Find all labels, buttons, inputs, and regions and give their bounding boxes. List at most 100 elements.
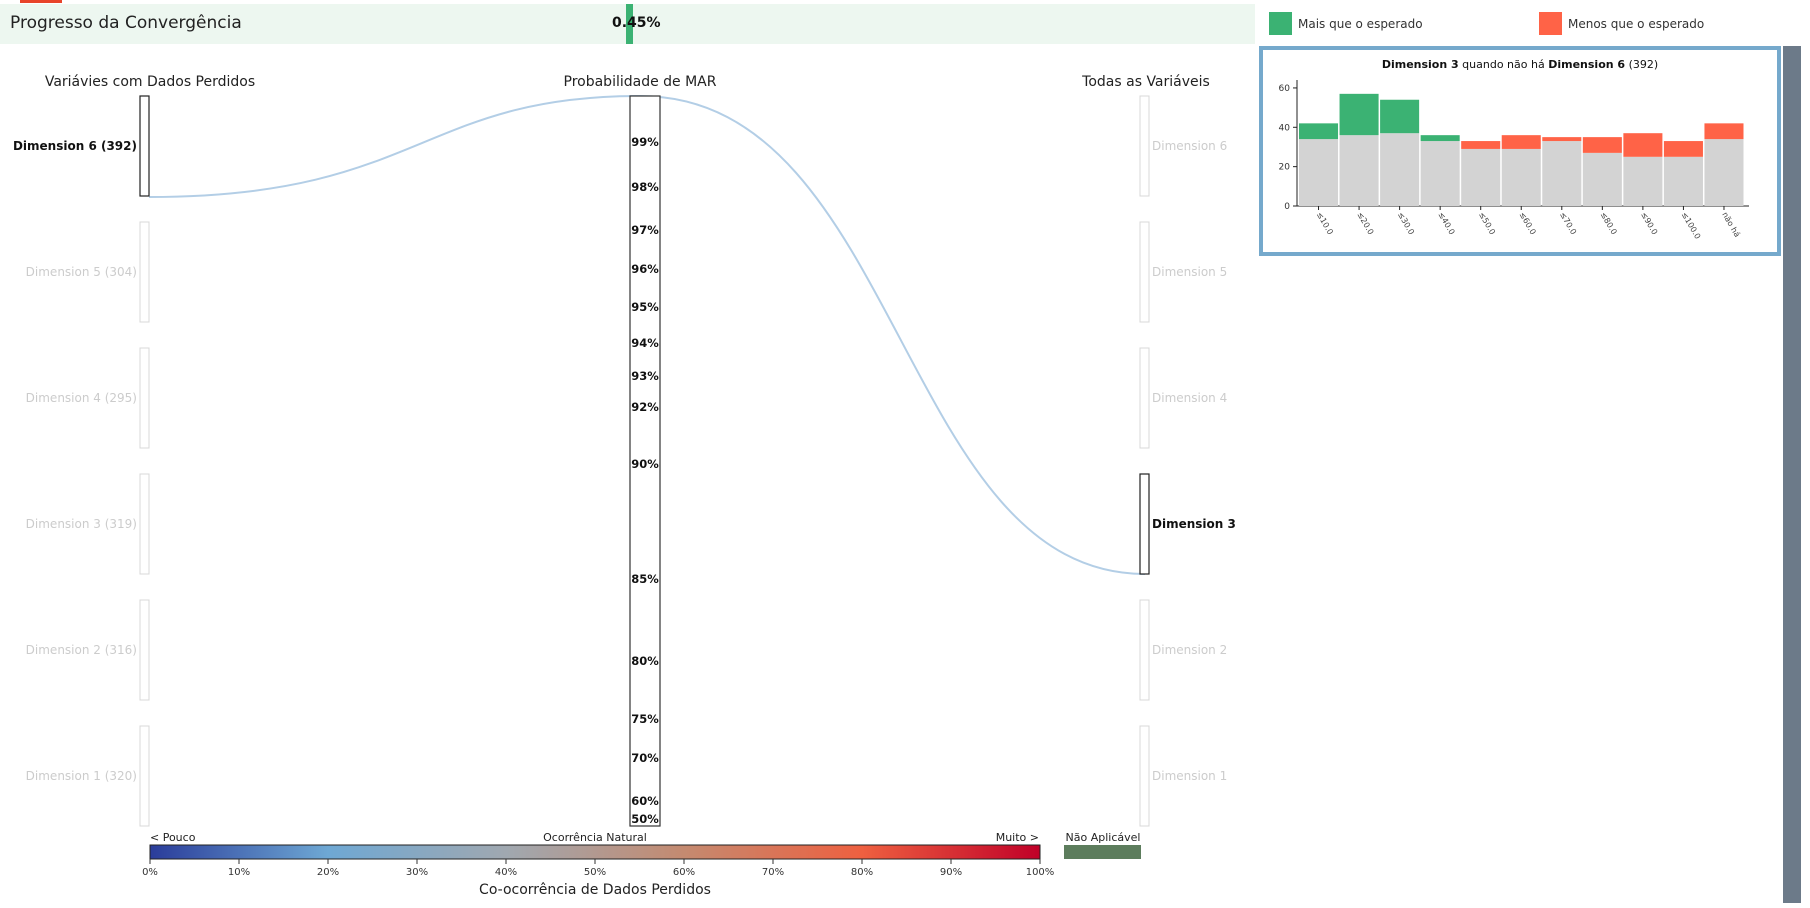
histogram-chart: Dimension 3 quando não há Dimension 6 (3…	[1279, 58, 1749, 241]
left-column-title: Variávies com Dados Perdidos	[45, 74, 255, 90]
flow-link	[148, 94, 1146, 575]
mar-probability-bar	[629, 95, 661, 827]
colorbar-middle-label: Ocorrência Natural	[543, 831, 647, 844]
right-variable-box[interactable]	[1139, 725, 1150, 827]
missing-data-flow-diagram: Variávies com Dados Perdidos Probabilida…	[13, 74, 1236, 898]
histogram-bar-segment[interactable]	[1501, 148, 1541, 206]
histogram-bar-segment[interactable]	[1380, 99, 1420, 134]
legend-more-swatch	[1269, 12, 1292, 35]
colorbar-left-label: < Pouco	[150, 831, 196, 844]
histogram-bar-segment[interactable]	[1299, 139, 1339, 206]
probability-label: 93%	[631, 369, 659, 383]
probability-label: 75%	[631, 712, 659, 726]
left-variable-box[interactable]	[139, 599, 150, 701]
histogram-bar-segment[interactable]	[1582, 152, 1622, 206]
histogram-bar-segment[interactable]	[1582, 137, 1622, 153]
right-variable-label[interactable]: Dimension 3	[1152, 517, 1236, 531]
left-variable-box[interactable]	[139, 347, 150, 449]
right-variable-label[interactable]: Dimension 2	[1152, 643, 1227, 657]
legend-less-swatch	[1539, 12, 1562, 35]
right-column-title: Todas as Variáveis	[1081, 74, 1210, 90]
left-variable-label[interactable]: Dimension 1 (320)	[26, 769, 137, 783]
histogram-bar-segment[interactable]	[1663, 156, 1703, 206]
histogram-bar-segment[interactable]	[1623, 156, 1663, 206]
na-swatch	[1064, 845, 1141, 859]
probability-label: 95%	[631, 300, 659, 314]
legend-less-label: Menos que o esperado	[1568, 17, 1705, 31]
histogram-bar-segment[interactable]	[1501, 135, 1541, 149]
histogram-bar-segment[interactable]	[1420, 141, 1460, 206]
histogram-bar-segment[interactable]	[1542, 141, 1582, 206]
histogram-bar-segment[interactable]	[1420, 135, 1460, 142]
histogram-x-tick-label: não há	[1720, 211, 1742, 239]
colorbar-tick-label: 20%	[317, 867, 339, 878]
histogram-bar-segment[interactable]	[1339, 135, 1379, 206]
colorbar-ticks: 0% 10% 20% 30% 40% 50% 60% 70% 80% 90% 100%	[142, 859, 1054, 878]
probability-label: 50%	[631, 812, 659, 826]
colorbar-tick-label: 50%	[584, 867, 606, 878]
histogram-x-tick-label: ≤50.0	[1477, 211, 1497, 237]
histogram-bar-segment[interactable]	[1380, 133, 1420, 206]
histogram-bar-segment[interactable]	[1461, 141, 1501, 149]
probability-label: 96%	[631, 262, 659, 276]
colorbar-tick-label: 90%	[940, 867, 962, 878]
left-variable-label[interactable]: Dimension 3 (319)	[26, 517, 137, 531]
histogram-y-tick-label: 60	[1279, 84, 1291, 94]
histogram-x-tick-label: ≤60.0	[1518, 211, 1538, 237]
colorbar-tick-label: 70%	[762, 867, 784, 878]
right-variable-label[interactable]: Dimension 6	[1152, 139, 1227, 153]
vertical-scrollbar[interactable]	[1783, 46, 1801, 903]
left-variable-list: Dimension 6 (392) Dimension 5 (304) Dimens…	[13, 95, 150, 827]
histogram-bar-segment[interactable]	[1339, 93, 1379, 136]
histogram-bar-segment[interactable]	[1663, 141, 1703, 157]
left-variable-label[interactable]: Dimension 6 (392)	[13, 139, 137, 153]
middle-column-title: Probabilidade de MAR	[564, 74, 717, 90]
progress-title: Progresso da Convergência	[10, 13, 242, 33]
right-variable-box[interactable]	[1139, 95, 1150, 197]
histogram-bar-segment[interactable]	[1299, 123, 1339, 140]
accent-tab	[20, 0, 62, 3]
left-variable-label[interactable]: Dimension 5 (304)	[26, 265, 137, 279]
histogram-bar-segment[interactable]	[1704, 123, 1744, 140]
right-variable-label[interactable]: Dimension 1	[1152, 769, 1227, 783]
left-variable-label[interactable]: Dimension 2 (316)	[26, 643, 137, 657]
right-variable-label[interactable]: Dimension 5	[1152, 265, 1227, 279]
histogram-bar-segment[interactable]	[1461, 148, 1501, 206]
convergence-progress-bar: Progresso da Convergência 0.45%	[0, 4, 1255, 44]
probability-label: 99%	[631, 135, 659, 149]
probability-label: 98%	[631, 180, 659, 194]
histogram-x-tick-label: ≤40.0	[1436, 211, 1456, 237]
histogram-bar-segment[interactable]	[1704, 139, 1744, 206]
right-variable-box[interactable]	[1139, 473, 1150, 575]
histogram-x-tick-label: ≤10.0	[1315, 211, 1335, 237]
probability-label: 60%	[631, 794, 659, 808]
left-variable-box[interactable]	[139, 725, 150, 827]
colorbar-title: Co-ocorrência de Dados Perdidos	[479, 882, 711, 898]
right-variable-label[interactable]: Dimension 4	[1152, 391, 1227, 405]
legend-more-label: Mais que o esperado	[1298, 17, 1423, 31]
histogram-bar-segment[interactable]	[1623, 133, 1663, 157]
probability-label: 92%	[631, 400, 659, 414]
colorbar-tick-label: 10%	[228, 867, 250, 878]
histogram-bar-segment[interactable]	[1542, 137, 1582, 142]
probability-scale: 99% 98% 97% 96% 95% 94% 93% 92% 90% 85% 80% 75% 70% 6…	[631, 135, 659, 826]
progress-fill	[625, 4, 633, 44]
colorbar-tick-label: 60%	[673, 867, 695, 878]
probability-label: 90%	[631, 457, 659, 471]
left-variable-box[interactable]	[139, 95, 150, 197]
colorbar-tick-label: 30%	[406, 867, 428, 878]
colorbar-tick-label: 100%	[1026, 867, 1055, 878]
left-variable-box[interactable]	[139, 221, 150, 323]
probability-label: 94%	[631, 336, 659, 350]
right-variable-box[interactable]	[1139, 221, 1150, 323]
histogram-y-tick-label: 0	[1284, 202, 1290, 212]
right-variable-list: Dimension 6 Dimension 5 Dimension 4 Dimensi…	[1139, 95, 1236, 827]
right-variable-box[interactable]	[1139, 599, 1150, 701]
left-variable-label[interactable]: Dimension 4 (295)	[26, 391, 137, 405]
histogram-y-tick-label: 20	[1279, 163, 1291, 173]
left-variable-box[interactable]	[139, 473, 150, 575]
colorbar-right-label: Muito >	[996, 831, 1039, 844]
colorbar	[149, 844, 1041, 860]
progress-value: 0.45%	[612, 15, 661, 31]
right-variable-box[interactable]	[1139, 347, 1150, 449]
